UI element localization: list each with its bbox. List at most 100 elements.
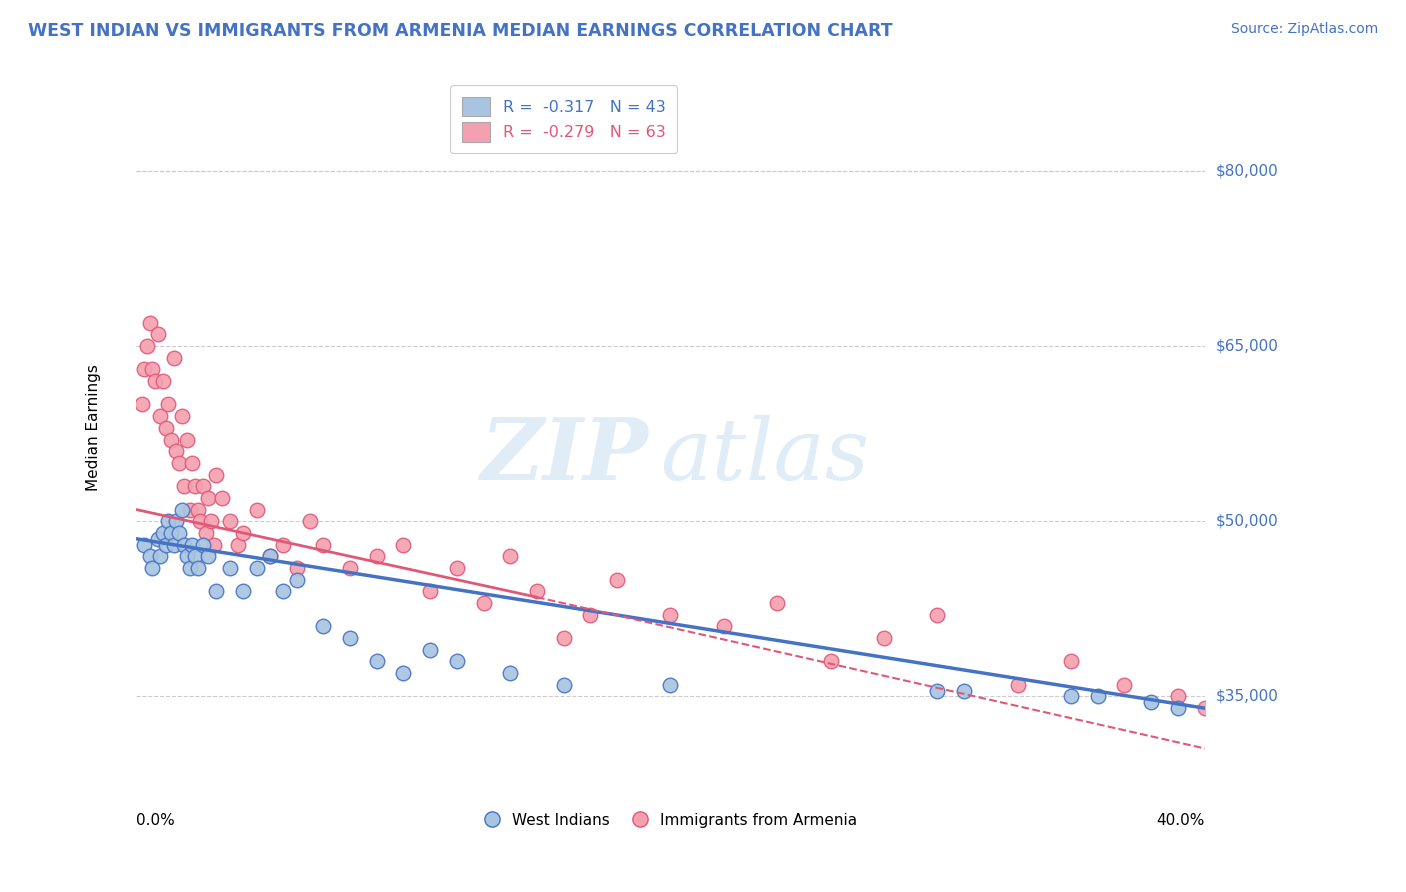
Point [163,351,186,365]
Point [141,362,163,376]
Point [134,538,156,552]
Point [202,538,225,552]
Point [419,642,441,657]
Point [131,397,153,411]
Point [1140,695,1163,709]
Point [191,538,214,552]
Point [553,678,575,692]
Point [285,561,308,575]
Point [659,607,682,622]
Point [271,538,294,552]
Point [149,549,172,564]
Point [138,549,160,564]
Point [392,538,415,552]
Point [141,561,163,575]
Point [1060,655,1083,669]
Point [167,525,190,540]
Point [927,607,949,622]
Point [165,514,187,528]
Point [446,561,468,575]
Point [218,514,240,528]
Text: WEST INDIAN VS IMMIGRANTS FROM ARMENIA MEDIAN EARNINGS CORRELATION CHART: WEST INDIAN VS IMMIGRANTS FROM ARMENIA M… [28,22,893,40]
Point [187,502,209,516]
Point [184,549,207,564]
Point [298,514,321,528]
Text: $80,000: $80,000 [1216,163,1278,178]
Point [553,631,575,645]
Point [155,421,177,435]
Point [160,525,183,540]
Text: Median Earnings: Median Earnings [86,365,101,491]
Point [165,444,187,458]
Point [1167,701,1189,715]
Point [179,502,201,516]
Text: 40.0%: 40.0% [1156,814,1205,829]
Text: Source: ZipAtlas.com: Source: ZipAtlas.com [1230,22,1378,37]
Point [163,538,186,552]
Point [472,596,495,610]
Point [157,397,180,411]
Point [176,549,198,564]
Point [927,683,949,698]
Point [167,456,190,470]
Point [259,549,281,564]
Point [160,433,183,447]
Point [184,479,207,493]
Point [197,549,219,564]
Point [1114,678,1136,692]
Point [339,631,361,645]
Legend: West Indians, Immigrants from Armenia: West Indians, Immigrants from Armenia [478,806,863,834]
Point [366,549,388,564]
Point [1220,695,1243,709]
Point [713,619,735,633]
Point [149,409,172,424]
Point [170,502,193,516]
Point [1007,678,1029,692]
Point [285,573,308,587]
Point [200,514,222,528]
Point [181,456,204,470]
Point [1087,690,1109,704]
Point [191,479,214,493]
Point [820,655,842,669]
Point [659,678,682,692]
Point [499,549,522,564]
Point [366,655,388,669]
Point [339,561,361,575]
Point [173,538,195,552]
Point [179,561,201,575]
Point [205,584,228,599]
Point [259,549,281,564]
Point [152,525,174,540]
Point [197,491,219,505]
Point [1194,701,1216,715]
Point [579,607,602,622]
Point [1167,690,1189,704]
Point [232,525,254,540]
Point [271,584,294,599]
Point [146,532,169,546]
Point [218,561,240,575]
Point [152,374,174,388]
Point [181,538,204,552]
Point [211,491,233,505]
Point [232,584,254,599]
Point [134,362,156,376]
Point [245,561,267,575]
Point [194,525,217,540]
Point [187,561,209,575]
Text: ZIP: ZIP [481,414,650,498]
Point [312,538,335,552]
Point [146,327,169,342]
Text: atlas: atlas [659,415,869,497]
Text: 0.0%: 0.0% [136,814,176,829]
Point [312,619,335,633]
Text: $65,000: $65,000 [1216,339,1278,353]
Point [499,666,522,681]
Point [143,374,166,388]
Point [1247,713,1270,727]
Point [953,683,976,698]
Point [176,433,198,447]
Point [606,573,628,587]
Point [173,479,195,493]
